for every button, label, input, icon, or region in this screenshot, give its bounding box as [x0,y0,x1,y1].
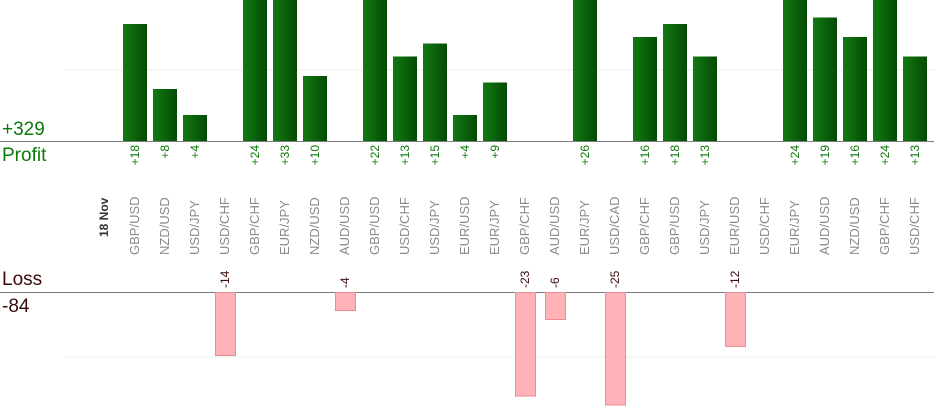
profit-bar [843,37,867,141]
profit-value-label: +13 [698,145,712,166]
profit-value-label: +13 [908,145,922,166]
profit-bar [813,17,837,141]
profit-bar [453,115,477,141]
category-label: GBP/CHF [877,197,892,255]
category-label: AUD/USD [337,196,352,255]
profit-value-label: +24 [788,145,802,166]
category-label: NZD/USD [847,197,862,255]
profit-value-label: +9 [488,145,502,159]
loss-total: -84 [2,296,30,317]
loss-value-label: -4 [338,277,352,288]
loss-value-label: -12 [728,270,742,288]
profit-value-label: +18 [668,145,682,166]
profit-value-label: +16 [848,145,862,166]
category-label: EUR/JPY [577,200,592,255]
profit-value-label: +13 [398,145,412,166]
category-label: USD/CHF [217,197,232,255]
profit-value-label: +15 [428,145,442,166]
category-label: GBP/CHF [517,197,532,255]
profit-bar [633,37,657,141]
loss-value-label: -6 [548,277,562,288]
loss-bar [215,292,236,356]
profit-value-label: +10 [308,145,322,166]
profit-bar [123,24,147,141]
category-label: NZD/USD [307,197,322,255]
profit-bar [273,0,297,141]
loss-bar [545,292,566,320]
bars [123,0,927,406]
profit-value-label: +18 [128,145,142,166]
loss-label: Loss [2,269,43,290]
profit-bar [393,56,417,141]
category-label: USD/CHF [907,197,922,255]
category-label: GBP/CHF [247,197,262,255]
profit-bar [873,0,897,141]
loss-bar [605,292,626,406]
category-label: USD/CHF [397,197,412,255]
profit-bar [423,43,447,141]
profit-bar [663,24,687,141]
category-label: AUD/USD [547,196,562,255]
loss-bar [335,292,356,311]
category-label: GBP/CHF [637,197,652,255]
profit-value-label: +24 [248,145,262,166]
profit-value-label: +24 [878,145,892,166]
profit-value-label: +4 [188,145,202,159]
category-label: EUR/JPY [787,200,802,255]
labels: 18 Nov GBP/USD +18 NZD/USD +8 USD/JPY +4 USD/CH… [97,145,922,288]
category-label: EUR/USD [727,196,742,255]
category-label: EUR/USD [457,196,472,255]
profit-bar [903,56,927,141]
loss-bar [515,292,536,397]
loss-bar [725,292,746,347]
profit-label: Profit [2,145,47,166]
profit-value-label: +26 [578,145,592,166]
category-label: NZD/USD [157,197,172,255]
profit-value-label: +33 [278,145,292,166]
category-label: GBP/USD [367,196,382,255]
profit-bar [183,115,207,141]
profit-value-label: +22 [368,145,382,166]
category-label: GBP/USD [667,196,682,255]
profit-bar [363,0,387,141]
profit-bar [303,76,327,141]
profit-bar [783,0,807,141]
category-label: USD/JPY [187,200,202,255]
loss-value-label: -23 [518,270,532,288]
profit-bar [573,0,597,141]
profit-total: +329 [2,119,45,140]
category-label: EUR/JPY [277,200,292,255]
loss-value-label: -25 [608,270,622,288]
category-label: USD/JPY [697,200,712,255]
profit-bar [243,0,267,141]
category-label: USD/CHF [757,197,772,255]
profit-value-label: +8 [158,145,172,159]
loss-value-label: -14 [218,270,232,288]
profit-value-label: +16 [638,145,652,166]
profit-value-label: +4 [458,145,472,159]
category-label: GBP/USD [127,196,142,255]
category-label: USD/JPY [427,200,442,255]
profit-bar [153,89,177,141]
category-label: USD/CAD [607,196,622,255]
profit-value-label: +19 [818,145,832,166]
profit-bar [483,82,507,141]
profit-bar [693,56,717,141]
date-label: 18 Nov [97,197,111,237]
category-label: EUR/JPY [487,200,502,255]
category-label: AUD/USD [817,196,832,255]
